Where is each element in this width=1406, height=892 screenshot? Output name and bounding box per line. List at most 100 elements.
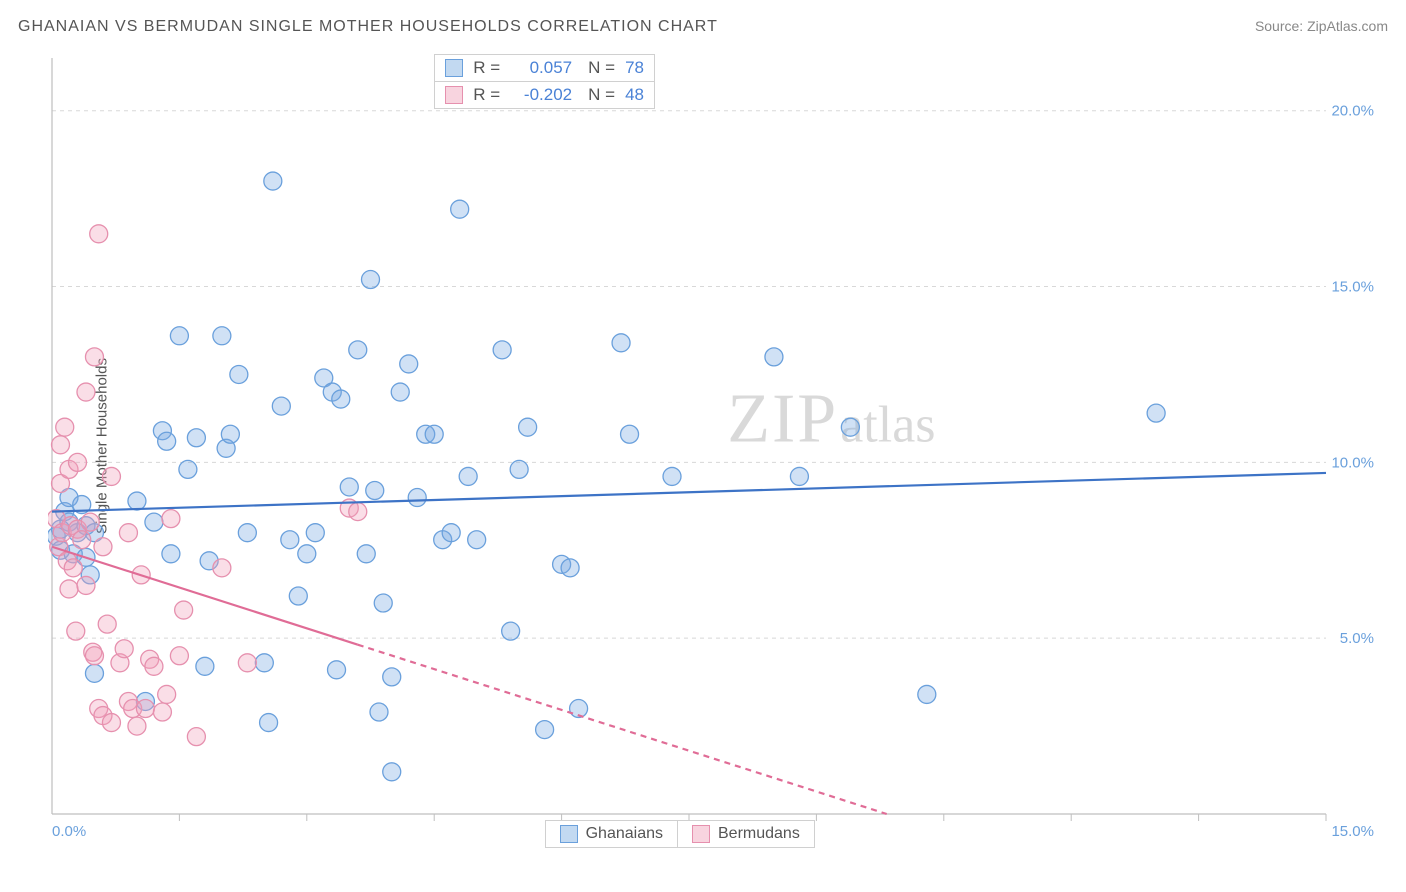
data-point (621, 425, 639, 443)
data-point (391, 383, 409, 401)
data-point (56, 418, 74, 436)
data-point (85, 664, 103, 682)
data-point (145, 513, 163, 531)
data-point (561, 559, 579, 577)
x-tick-label: 0.0% (52, 823, 86, 840)
data-point (425, 425, 443, 443)
legend-label: Ghanaians (586, 825, 663, 843)
stats-legend: R = 0.057 N =78R =-0.202 N =48 (434, 54, 655, 109)
n-label: N = (588, 85, 615, 105)
n-label: N = (588, 58, 615, 78)
data-point (459, 467, 477, 485)
trend-line (52, 473, 1326, 512)
n-value: 78 (625, 58, 644, 78)
data-point (158, 432, 176, 450)
data-point (187, 728, 205, 746)
data-point (102, 467, 120, 485)
data-point (374, 594, 392, 612)
data-point (51, 436, 69, 454)
r-value: 0.057 (510, 58, 572, 78)
data-point (94, 538, 112, 556)
data-point (383, 763, 401, 781)
data-point (102, 714, 120, 732)
data-point (841, 418, 859, 436)
data-point (362, 271, 380, 289)
data-point (663, 467, 681, 485)
data-point (328, 661, 346, 679)
data-point (73, 531, 91, 549)
chart-title: GHANAIAN VS BERMUDAN SINGLE MOTHER HOUSE… (18, 18, 718, 36)
data-point (536, 721, 554, 739)
data-point (765, 348, 783, 366)
data-point (77, 383, 95, 401)
data-point (306, 524, 324, 542)
stats-row: R = 0.057 N =78 (434, 54, 655, 81)
data-point (370, 703, 388, 721)
data-point (332, 390, 350, 408)
data-point (255, 654, 273, 672)
data-point (221, 425, 239, 443)
data-point (153, 703, 171, 721)
data-point (260, 714, 278, 732)
y-tick-label: 20.0% (1331, 103, 1374, 120)
data-point (136, 700, 154, 718)
data-point (68, 453, 86, 471)
data-point (493, 341, 511, 359)
svg-text:ZIPatlas: ZIPatlas (727, 380, 935, 457)
data-point (170, 327, 188, 345)
data-point (64, 559, 82, 577)
data-point (790, 467, 808, 485)
data-point (77, 576, 95, 594)
series-legend: Ghanaians Bermudans (545, 820, 815, 848)
pink-swatch-icon (692, 825, 710, 843)
data-point (918, 685, 936, 703)
data-point (272, 397, 290, 415)
data-point (175, 601, 193, 619)
data-point (238, 524, 256, 542)
data-point (510, 460, 528, 478)
source-label: Source: ZipAtlas.com (1255, 18, 1388, 34)
data-point (98, 615, 116, 633)
data-point (502, 622, 520, 640)
legend-item: Bermudans (678, 820, 815, 848)
data-point (145, 657, 163, 675)
data-point (442, 524, 460, 542)
data-point (340, 478, 358, 496)
data-point (238, 654, 256, 672)
data-point (264, 172, 282, 190)
data-point (1147, 404, 1165, 422)
blue-swatch-icon (445, 59, 463, 77)
chart-area: ZIPatlas5.0%10.0%15.0%20.0%0.0%15.0% (48, 50, 1386, 842)
data-point (349, 341, 367, 359)
data-point (230, 365, 248, 383)
data-point (366, 482, 384, 500)
data-point (400, 355, 418, 373)
data-point (612, 334, 630, 352)
data-point (298, 545, 316, 563)
y-tick-label: 10.0% (1331, 454, 1374, 471)
stats-row: R =-0.202 N =48 (434, 81, 655, 109)
data-point (289, 587, 307, 605)
trend-line-dashed (358, 645, 887, 814)
data-point (115, 640, 133, 658)
data-point (128, 717, 146, 735)
data-point (281, 531, 299, 549)
data-point (162, 510, 180, 528)
legend-label: Bermudans (718, 825, 800, 843)
pink-swatch-icon (445, 86, 463, 104)
data-point (81, 513, 99, 531)
data-point (468, 531, 486, 549)
r-value: -0.202 (510, 85, 572, 105)
x-tick-label: 15.0% (1331, 823, 1374, 840)
blue-swatch-icon (560, 825, 578, 843)
data-point (349, 503, 367, 521)
y-tick-label: 5.0% (1340, 630, 1374, 647)
data-point (119, 524, 137, 542)
data-point (213, 559, 231, 577)
data-point (158, 685, 176, 703)
data-point (162, 545, 180, 563)
data-point (519, 418, 537, 436)
data-point (128, 492, 146, 510)
data-point (90, 225, 108, 243)
data-point (170, 647, 188, 665)
